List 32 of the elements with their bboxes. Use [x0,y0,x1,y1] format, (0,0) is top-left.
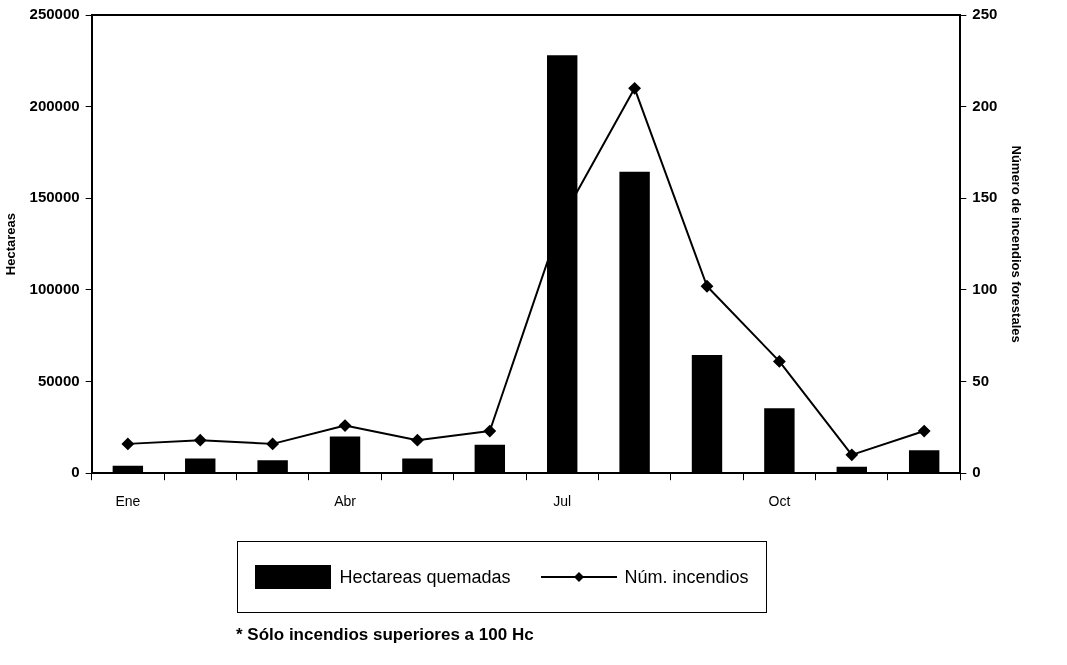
legend-label: Núm. incendios [624,566,749,588]
point [121,437,134,450]
text: * Sólo incendios superiores a 100 Hc [236,625,534,645]
point [628,82,641,95]
x-tick-label: Ene [115,493,141,510]
y-tick-label: 250000 [29,5,80,23]
point [918,425,931,438]
y-tick-label: 100000 [29,280,80,298]
point [773,355,786,368]
x-tick-label: Oct [768,493,791,510]
y2-tick-label: 250 [972,5,998,23]
y2-axis-title: Número de incendios forestales [1008,145,1024,343]
x-tick-label: Jul [553,493,572,510]
y-axis-title: Hectareas [3,213,19,276]
y-tick-label: 50000 [37,371,80,389]
point [483,425,496,438]
y2-tick-label: 200 [972,96,998,114]
y2-tick-label: 0 [972,463,981,481]
y-tick-label: 200000 [29,96,80,114]
point [411,434,424,447]
point [266,437,279,450]
x-tick-label: Abr [334,493,357,510]
y-tick-label: 150000 [29,188,80,206]
y-tick-label: 0 [71,463,80,481]
y2-tick-label: 150 [972,188,998,206]
point [194,434,207,447]
y2-tick-label: 100 [972,280,998,298]
point [845,448,858,461]
y2-tick-label: 50 [972,371,990,389]
point [339,419,352,432]
point [701,280,713,293]
legend-label: Hectareas quemadas [339,566,511,588]
